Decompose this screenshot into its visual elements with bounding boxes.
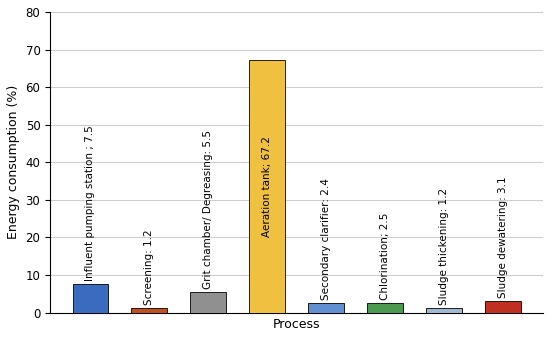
Bar <box>426 308 461 313</box>
Bar <box>309 304 344 313</box>
Text: Sludge thickening: 1.2: Sludge thickening: 1.2 <box>439 188 449 305</box>
Text: Secondary clarifier: 2.4: Secondary clarifier: 2.4 <box>321 178 331 300</box>
Bar <box>131 308 167 313</box>
Bar <box>73 284 108 313</box>
Text: Grit chamber/ Degreasing: 5.5: Grit chamber/ Degreasing: 5.5 <box>203 130 213 289</box>
X-axis label: Process: Process <box>273 318 320 331</box>
Y-axis label: Energy consumption (%): Energy consumption (%) <box>7 85 20 239</box>
Bar <box>190 292 226 313</box>
Text: Influent pumping station ; 7.5: Influent pumping station ; 7.5 <box>85 126 95 281</box>
Text: Chlorination; 2.5: Chlorination; 2.5 <box>380 213 390 300</box>
Bar <box>249 60 285 313</box>
Bar <box>485 301 521 313</box>
Text: Sludge dewatering: 3.1: Sludge dewatering: 3.1 <box>498 176 508 298</box>
Text: Aeration tank; 67.2: Aeration tank; 67.2 <box>262 136 272 237</box>
Text: Screening: 1.2: Screening: 1.2 <box>144 230 154 305</box>
Bar <box>367 303 403 313</box>
